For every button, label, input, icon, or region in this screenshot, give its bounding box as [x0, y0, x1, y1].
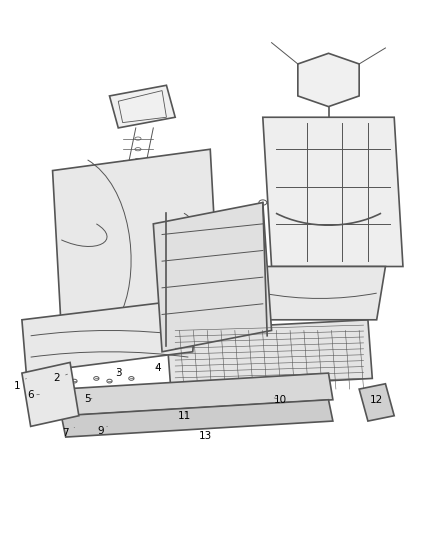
Text: 1: 1	[14, 378, 26, 391]
Text: 13: 13	[199, 431, 212, 441]
Polygon shape	[110, 85, 175, 128]
Polygon shape	[61, 400, 333, 437]
Polygon shape	[22, 298, 197, 373]
Polygon shape	[22, 362, 79, 426]
Text: 10: 10	[274, 395, 287, 405]
Polygon shape	[61, 373, 333, 416]
Polygon shape	[166, 320, 372, 389]
Text: 11: 11	[177, 411, 191, 421]
Polygon shape	[53, 149, 219, 330]
Polygon shape	[359, 384, 394, 421]
Text: 3: 3	[115, 368, 122, 378]
Polygon shape	[153, 203, 272, 352]
Text: 9: 9	[97, 426, 107, 435]
Text: 2: 2	[53, 374, 67, 383]
Polygon shape	[298, 53, 359, 107]
Text: 7: 7	[62, 427, 74, 438]
Text: 5: 5	[84, 394, 92, 403]
Text: 6: 6	[27, 391, 39, 400]
Polygon shape	[254, 266, 385, 320]
Text: 12: 12	[370, 395, 383, 405]
Text: 4: 4	[154, 363, 161, 373]
Polygon shape	[263, 117, 403, 266]
